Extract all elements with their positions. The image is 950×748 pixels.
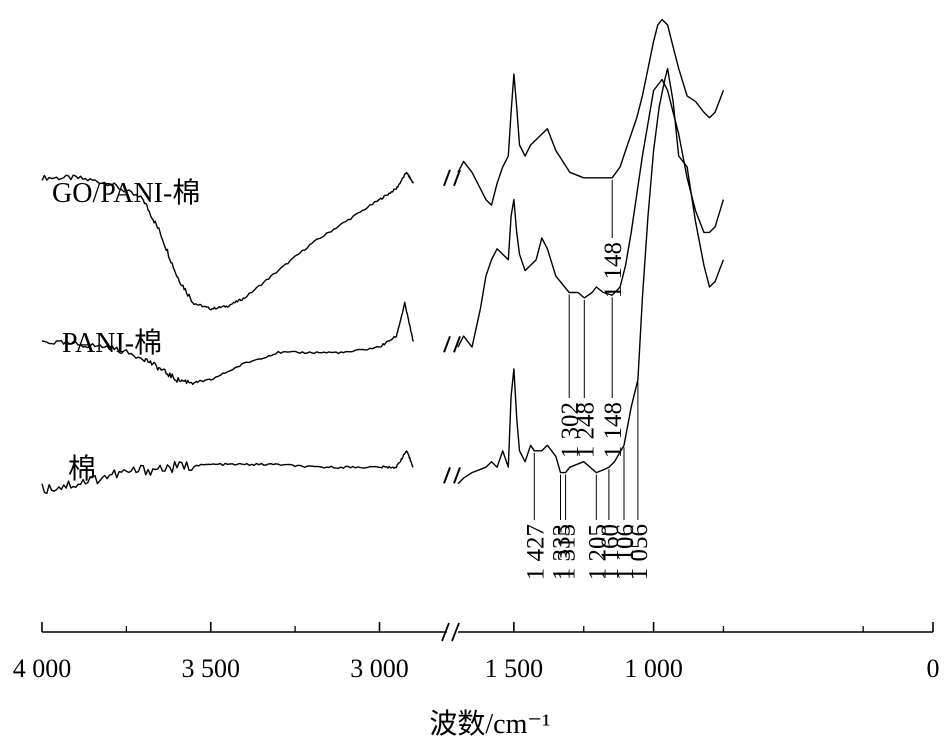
curve-break-mark bbox=[443, 335, 451, 353]
x-axis: 4 000 3 500 3 000 1 500 1 000 0 bbox=[13, 622, 940, 683]
x-axis-title: 波数/cm⁻¹ bbox=[429, 708, 550, 740]
series-label-cotton: 棉 bbox=[68, 453, 96, 485]
curve-break-mark bbox=[443, 467, 451, 484]
x-tick-label: 3 000 bbox=[350, 654, 409, 683]
peak-label: 1 248 bbox=[572, 402, 599, 458]
curve-break-mark bbox=[453, 335, 461, 353]
curve-pani-cotton-right bbox=[457, 78, 725, 348]
peak-label: 1 333 bbox=[549, 524, 576, 580]
x-tick-label: 0 bbox=[927, 654, 940, 683]
x-tick-label: 3 500 bbox=[182, 654, 241, 683]
peak-label: 1 205 bbox=[584, 524, 611, 580]
peak-label: 1 148 bbox=[600, 242, 627, 298]
peak-label: 1 315 bbox=[554, 524, 581, 580]
peak-label: 1 427 bbox=[522, 524, 549, 580]
curve-break-mark bbox=[453, 169, 461, 187]
series-label-go-pani-cotton: GO/PANI-棉 bbox=[52, 177, 200, 209]
peak-label: 1 056 bbox=[626, 524, 653, 580]
peak-label: 1 160 bbox=[597, 524, 624, 580]
x-tick-label: 4 000 bbox=[13, 654, 72, 683]
peak-label: 1 148 bbox=[600, 402, 627, 458]
curve-cotton-right bbox=[457, 67, 725, 485]
curve-go-pani-cotton-left bbox=[41, 172, 414, 311]
x-tick-label: 1 500 bbox=[485, 654, 544, 683]
curve-break-mark bbox=[443, 169, 451, 187]
curve-cotton-left bbox=[41, 450, 414, 495]
curve-break-mark bbox=[453, 467, 461, 484]
curve-go-pani-cotton-right bbox=[457, 18, 725, 206]
series-labels: GO/PANI-棉 PANI-棉棉 bbox=[52, 177, 200, 485]
peak-label: 1 302 bbox=[557, 402, 584, 458]
peak-label: 1 106 bbox=[612, 524, 639, 580]
axis-break-mark bbox=[451, 622, 460, 642]
spectrum-curves bbox=[41, 18, 725, 495]
series-label-pani-cotton: PANI-棉 bbox=[62, 327, 162, 359]
x-tick-label: 1 000 bbox=[624, 654, 683, 683]
axis-break-mark bbox=[441, 622, 450, 642]
curve-pani-cotton-left bbox=[41, 301, 414, 386]
